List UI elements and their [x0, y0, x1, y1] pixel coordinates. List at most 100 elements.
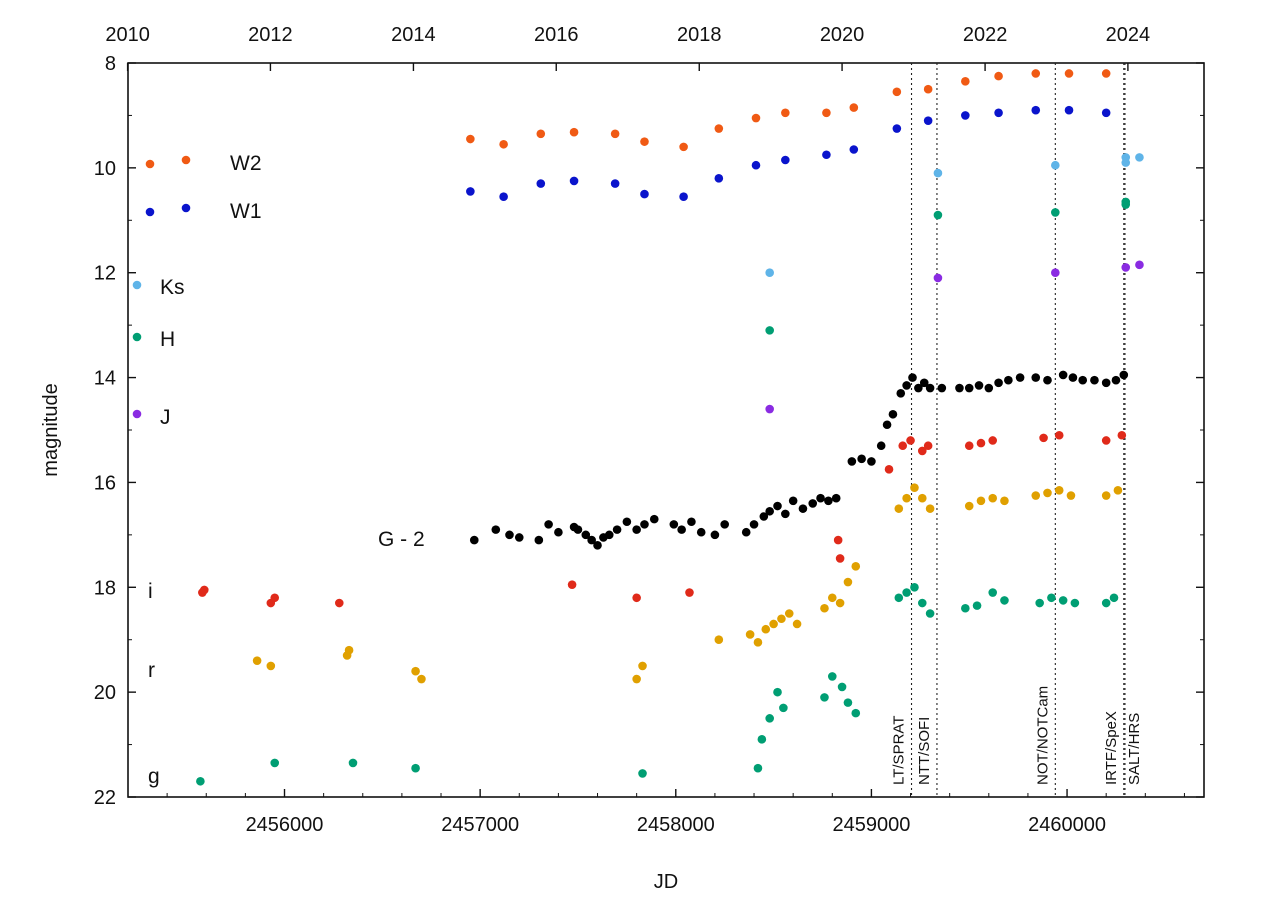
- data-point-w1: [1064, 105, 1074, 115]
- data-point-w2: [994, 71, 1003, 81]
- x-tick-label: 2457000: [441, 814, 519, 836]
- data-point-w1: [892, 124, 902, 133]
- data-point-g: [773, 687, 782, 697]
- data-point-w2: [569, 127, 579, 137]
- data-point-i: [1039, 433, 1048, 443]
- data-point-g: [1035, 598, 1044, 608]
- data-point-r: [761, 624, 771, 634]
- data-point-g: [1070, 598, 1080, 608]
- data-point-r: [1054, 485, 1064, 495]
- data-point-g-2: [469, 535, 479, 545]
- data-point-w1: [1101, 108, 1111, 118]
- data-point-i: [884, 465, 894, 474]
- data-point-g: [348, 758, 358, 768]
- data-point-ks: [1135, 153, 1144, 162]
- data-point-w1: [751, 160, 761, 170]
- data-point-w2: [892, 87, 902, 97]
- y-tick-label: 20: [94, 682, 116, 704]
- data-point-g-2: [857, 454, 866, 464]
- data-point-w2: [610, 129, 620, 139]
- data-point-w1: [822, 150, 831, 160]
- data-point-g-2: [491, 525, 501, 534]
- data-point-w2: [923, 84, 933, 94]
- data-point-w2: [466, 134, 475, 144]
- data-point-r: [411, 666, 420, 676]
- data-point-g-2: [1068, 373, 1078, 382]
- data-point-g-2: [896, 389, 906, 398]
- data-point-w2: [499, 139, 508, 149]
- data-point-g: [910, 582, 919, 592]
- data-point-r: [964, 501, 974, 511]
- data-point-h: [933, 210, 943, 220]
- data-point-g-2: [831, 493, 841, 503]
- data-point-g-2: [888, 409, 898, 419]
- data-point-i: [1101, 436, 1111, 445]
- top-tick-label: 2010: [105, 24, 150, 46]
- data-point-r: [917, 493, 927, 503]
- legend-marker: [181, 203, 191, 213]
- data-point-r: [1031, 491, 1041, 500]
- data-point-g-2: [1031, 373, 1041, 382]
- data-point-g-2: [1004, 375, 1013, 385]
- y-tick-label: 22: [94, 787, 116, 809]
- data-point-w2: [1064, 69, 1074, 78]
- data-point-r: [638, 661, 647, 671]
- data-point-r: [632, 674, 641, 684]
- y-axis-title: magnitude: [40, 383, 62, 476]
- data-point-r: [894, 504, 904, 513]
- data-point-w1: [714, 174, 724, 183]
- data-point-i: [988, 436, 998, 445]
- data-point-g: [1109, 593, 1119, 603]
- data-point-r: [777, 614, 786, 624]
- legend-marker: [132, 280, 142, 290]
- data-point-w2: [781, 108, 790, 118]
- data-point-g-2: [710, 530, 720, 540]
- data-point-g-2: [622, 517, 632, 527]
- data-point-h: [765, 326, 774, 335]
- data-point-g-2: [808, 499, 818, 508]
- data-point-g-2: [984, 383, 994, 393]
- data-point-h: [1121, 197, 1131, 207]
- data-point-g-2: [902, 381, 911, 390]
- y-tick-label: 16: [94, 472, 116, 494]
- data-point-g: [843, 698, 853, 707]
- data-point-g: [894, 593, 904, 603]
- data-point-g-2: [788, 496, 798, 506]
- data-point-g: [765, 714, 774, 723]
- data-point-r: [1113, 485, 1123, 495]
- legend-marker: [181, 155, 191, 165]
- data-point-r: [1000, 496, 1009, 506]
- data-point-ks: [1121, 153, 1131, 162]
- data-point-g: [270, 758, 280, 768]
- data-point-g-2: [677, 525, 686, 534]
- data-point-i: [1117, 430, 1127, 440]
- data-point-r: [851, 562, 861, 571]
- data-point-g: [917, 598, 927, 608]
- legend-label: W1: [230, 200, 262, 223]
- data-point-w1: [640, 189, 649, 199]
- data-point-r: [753, 638, 763, 647]
- data-point-r: [902, 493, 911, 503]
- data-point-g-2: [816, 493, 825, 503]
- data-point-w1: [499, 192, 508, 201]
- data-point-g-2: [1101, 378, 1111, 388]
- legend-marker: [132, 332, 142, 342]
- data-point-i: [270, 593, 280, 603]
- data-point-i: [567, 580, 577, 589]
- x-tick-label: 2456000: [246, 814, 324, 836]
- data-point-j: [1135, 260, 1144, 270]
- data-point-w2: [640, 137, 649, 146]
- data-point-g-2: [773, 501, 782, 511]
- data-point-w2: [1031, 69, 1041, 78]
- data-point-g: [1101, 598, 1111, 608]
- legend-marker: [145, 159, 155, 169]
- data-point-w1: [781, 155, 790, 165]
- data-point-g-2: [604, 530, 614, 540]
- data-point-g-2: [1058, 370, 1068, 380]
- data-point-r: [988, 493, 998, 503]
- data-point-r: [784, 609, 794, 618]
- data-point-r: [417, 674, 426, 684]
- data-point-i: [898, 441, 908, 451]
